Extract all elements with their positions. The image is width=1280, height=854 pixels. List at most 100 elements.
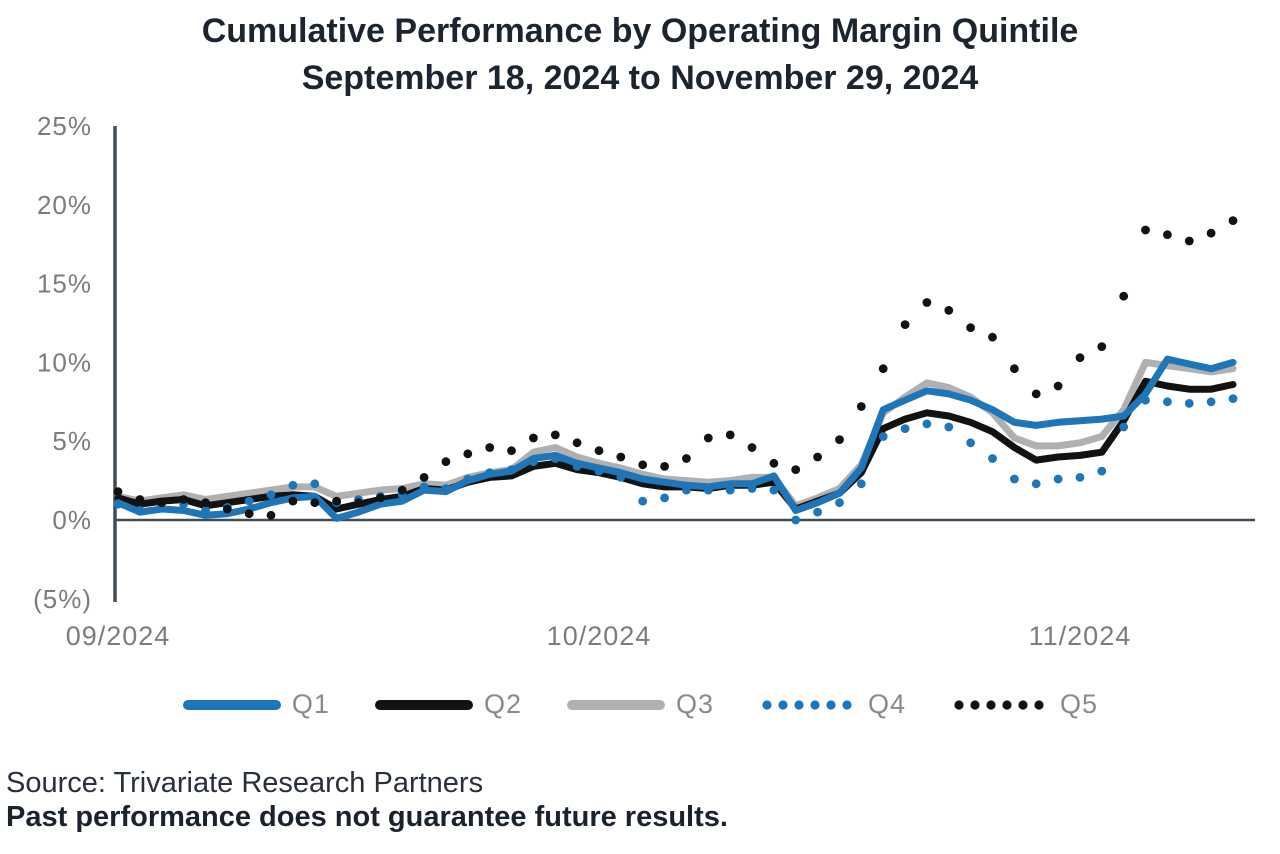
disclaimer-text: Past performance does not guarantee futu… <box>6 801 728 833</box>
data-point <box>966 323 975 333</box>
data-point <box>1163 230 1172 240</box>
x-tick-label: 10/2024 <box>547 621 652 651</box>
data-point <box>638 460 648 470</box>
data-point <box>944 306 954 315</box>
legend-label: Q5 <box>1060 689 1099 719</box>
y-tick-label: 25% <box>37 111 92 141</box>
data-point <box>682 485 691 495</box>
series-dots-q5 <box>113 216 1238 520</box>
legend-label: Q3 <box>675 689 715 719</box>
data-point <box>725 485 735 495</box>
data-point <box>310 498 320 508</box>
data-point <box>529 457 538 467</box>
data-point <box>747 484 757 493</box>
data-point <box>1228 394 1238 403</box>
data-point <box>769 458 779 468</box>
data-point <box>1075 473 1085 482</box>
legend-item-q1: Q1 <box>182 689 330 720</box>
data-point <box>1228 216 1238 226</box>
data-point <box>1141 395 1150 405</box>
data-point <box>878 364 888 374</box>
data-point <box>529 433 538 443</box>
data-point <box>900 424 910 433</box>
data-point <box>1184 399 1194 408</box>
data-point <box>376 493 385 503</box>
data-point <box>135 506 145 515</box>
legend-item-q5: Q5 <box>950 689 1098 720</box>
data-point <box>988 332 997 342</box>
data-point <box>703 433 713 443</box>
data-point <box>222 504 232 514</box>
data-point <box>550 454 560 463</box>
data-point <box>922 419 932 429</box>
data-point <box>419 482 429 492</box>
data-point <box>813 507 822 517</box>
series-dots-q4 <box>113 394 1238 525</box>
data-point <box>594 446 604 456</box>
legend-dots-swatch <box>954 699 1044 710</box>
data-point <box>441 484 451 493</box>
data-point <box>703 485 713 495</box>
data-point <box>1053 381 1063 391</box>
data-point <box>988 454 997 463</box>
data-point <box>179 495 189 504</box>
data-point <box>725 430 735 440</box>
data-point <box>1141 225 1150 235</box>
data-point <box>1163 397 1172 407</box>
y-tick-label: 5% <box>52 426 92 456</box>
legend-line-swatch <box>374 699 473 710</box>
data-point <box>747 443 757 452</box>
data-point <box>791 515 801 525</box>
data-point <box>1119 422 1129 432</box>
data-point <box>113 487 123 496</box>
y-tick-label: (5%) <box>33 584 92 614</box>
data-point <box>900 320 910 329</box>
data-point <box>835 498 844 508</box>
legend-line-swatch <box>182 699 281 710</box>
y-tick-label: 10% <box>37 347 92 377</box>
data-point <box>244 509 254 519</box>
data-point <box>288 480 298 490</box>
data-point <box>1053 474 1063 484</box>
data-point <box>157 498 167 508</box>
series-line-q3 <box>114 358 1237 510</box>
data-point <box>397 485 407 495</box>
legend-item-q4: Q4 <box>758 689 906 720</box>
y-tick-label: 0% <box>52 505 92 535</box>
data-point <box>682 454 691 463</box>
data-point <box>1097 466 1107 476</box>
data-point <box>944 422 954 432</box>
data-point <box>1184 236 1194 246</box>
data-point <box>507 465 516 474</box>
legend-item-q2: Q2 <box>374 689 522 720</box>
data-point <box>1119 291 1129 301</box>
data-point <box>201 498 210 508</box>
data-point <box>616 473 626 482</box>
data-point <box>354 498 363 508</box>
data-point <box>572 462 582 471</box>
source-text: Source: Trivariate Research Partners <box>6 767 484 799</box>
data-point <box>463 449 473 459</box>
data-point <box>813 452 822 462</box>
legend-dots-swatch <box>762 699 852 710</box>
data-point <box>638 496 648 506</box>
legend-label: Q4 <box>868 689 907 719</box>
data-point <box>332 496 341 506</box>
legend-line-swatch <box>566 699 665 710</box>
y-tick-label: 20% <box>37 190 92 220</box>
data-point <box>660 493 669 503</box>
data-point <box>835 435 844 444</box>
chart-title: Cumulative Performance by Operating Marg… <box>0 8 1280 102</box>
data-point <box>310 479 320 489</box>
data-point <box>113 499 123 509</box>
data-point <box>660 462 669 471</box>
data-point <box>1075 353 1085 363</box>
data-point <box>1031 479 1041 489</box>
data-point <box>485 443 495 452</box>
data-point <box>463 474 473 484</box>
chart-footer: Source: Trivariate Research Partners Pas… <box>6 766 1276 834</box>
data-point <box>485 468 495 478</box>
data-point <box>769 485 779 495</box>
